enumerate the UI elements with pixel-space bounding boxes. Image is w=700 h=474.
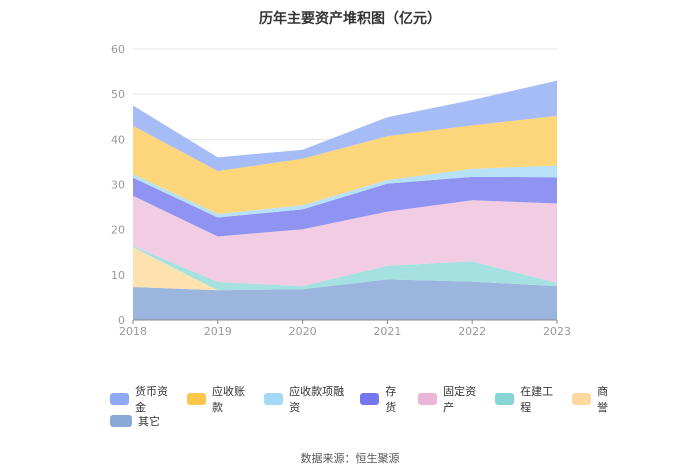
x-tick-label: 2020 [289, 325, 317, 338]
y-tick-label: 20 [111, 224, 125, 237]
legend-label: 固定资产 [443, 385, 477, 414]
area-应收款项融资 [133, 165, 557, 218]
x-tick-label: 2022 [458, 325, 486, 338]
stacked-area-chart: 0 10 20 30 40 50 60 2018 2019 2020 2021 2022 2023 [111, 43, 571, 338]
legend-swatch [572, 393, 592, 405]
legend-row: 货币资金 应收账款 应收款项融资 存货 固定资产 在建工程 商誉 [110, 385, 630, 414]
legend-label: 应收账款 [212, 385, 246, 414]
y-tick-label: 60 [111, 43, 125, 56]
legend-item[interactable]: 应收款项融资 [264, 383, 346, 415]
area-其它 [133, 279, 557, 320]
legend-swatch [360, 393, 380, 405]
data-source: 数据来源：恒生聚源 [300, 452, 400, 465]
area-存货 [133, 176, 557, 237]
y-tick-label: 50 [111, 88, 125, 101]
legend-row: 其它 [110, 410, 630, 432]
legend-swatch [110, 415, 132, 427]
y-tick-label: 10 [111, 269, 125, 282]
area-固定资产 [133, 195, 557, 287]
chart-title: 历年主要资产堆积图（亿元） [259, 11, 441, 27]
legend-swatch [495, 393, 515, 405]
legend-item[interactable]: 其它 [110, 413, 160, 429]
legend-label: 商誉 [597, 385, 609, 414]
y-tick-label: 0 [118, 314, 125, 327]
legend-label: 应收款项融资 [289, 385, 345, 414]
chart-legend: 货币资金 应收账款 应收款项融资 存货 固定资产 在建工程 商誉 其它 [110, 385, 630, 432]
x-tick-label: 2023 [543, 325, 571, 338]
x-tick-label: 2021 [373, 325, 401, 338]
area-在建工程 [133, 245, 557, 291]
legend-item[interactable]: 在建工程 [495, 383, 558, 415]
legend-label: 货币资金 [135, 385, 169, 414]
legend-label: 存货 [385, 385, 397, 414]
legend-item[interactable]: 货币资金 [110, 383, 173, 415]
x-tick-label: 2018 [119, 325, 147, 338]
y-tick-label: 30 [111, 179, 125, 192]
legend-item[interactable]: 应收账款 [187, 383, 250, 415]
area-商誉 [133, 247, 557, 291]
legend-item[interactable]: 存货 [360, 383, 404, 415]
legend-label: 其它 [138, 415, 160, 428]
legend-item[interactable]: 固定资产 [418, 383, 481, 415]
area-应收账款 [133, 115, 557, 214]
legend-swatch [187, 393, 207, 405]
legend-swatch [110, 393, 130, 405]
legend-swatch [418, 393, 438, 405]
y-tick-label: 40 [111, 133, 125, 146]
legend-swatch [264, 393, 284, 405]
legend-label: 在建工程 [520, 385, 554, 414]
x-tick-label: 2019 [204, 325, 232, 338]
legend-item[interactable]: 商誉 [572, 383, 616, 415]
